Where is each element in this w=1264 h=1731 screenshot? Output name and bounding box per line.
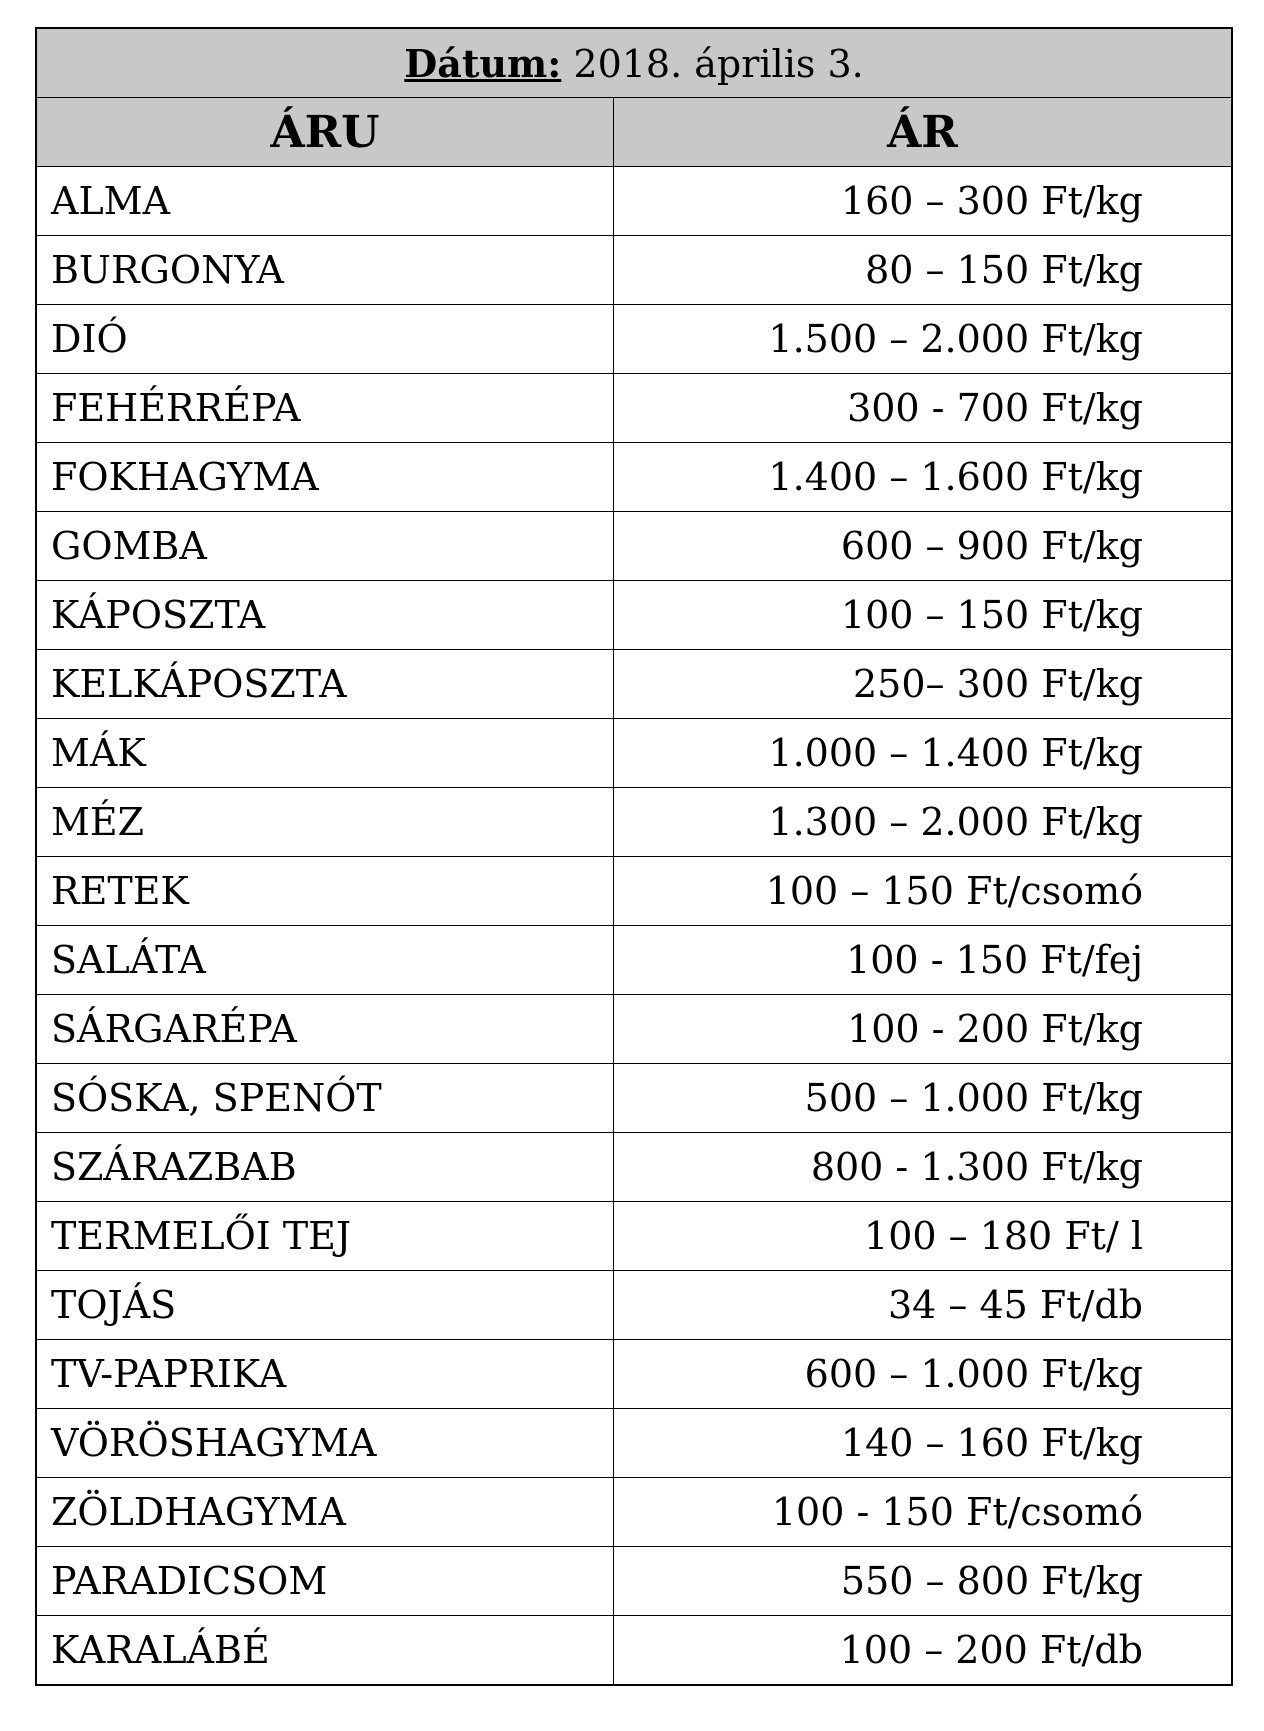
price-cell: 34 – 45 Ft/db [613, 1270, 1233, 1340]
date-cell: Dátum: 2018. április 3. [35, 27, 1233, 98]
item-cell: KARALÁBÉ [35, 1615, 614, 1686]
price-cell: 800 - 1.300 Ft/kg [613, 1132, 1233, 1202]
table-row: SÁRGARÉPA 100 - 200 Ft/kg [35, 994, 1233, 1064]
table-row: FEHÉRRÉPA 300 - 700 Ft/kg [35, 373, 1233, 443]
table-row: VÖRÖSHAGYMA 140 – 160 Ft/kg [35, 1408, 1233, 1478]
table-row: TV-PAPRIKA 600 – 1.000 Ft/kg [35, 1339, 1233, 1409]
date-row: Dátum: 2018. április 3. [35, 27, 1233, 98]
price-cell: 600 – 1.000 Ft/kg [613, 1339, 1233, 1409]
item-cell: FOKHAGYMA [35, 442, 614, 512]
item-cell: BURGONYA [35, 235, 614, 305]
item-cell: MÉZ [35, 787, 614, 857]
item-cell: DIÓ [35, 304, 614, 374]
table-row: SÓSKA, SPENÓT 500 – 1.000 Ft/kg [35, 1063, 1233, 1133]
price-cell: 500 – 1.000 Ft/kg [613, 1063, 1233, 1133]
item-cell: SÓSKA, SPENÓT [35, 1063, 614, 1133]
item-cell: ALMA [35, 166, 614, 236]
table-row: SALÁTA 100 - 150 Ft/fej [35, 925, 1233, 995]
price-cell: 160 – 300 Ft/kg [613, 166, 1233, 236]
table-row: GOMBA 600 – 900 Ft/kg [35, 511, 1233, 581]
item-cell: TERMELŐI TEJ [35, 1201, 614, 1271]
item-cell: FEHÉRRÉPA [35, 373, 614, 443]
table-row: KARALÁBÉ 100 – 200 Ft/db [35, 1615, 1233, 1686]
price-cell: 600 – 900 Ft/kg [613, 511, 1233, 581]
price-cell: 1.400 – 1.600 Ft/kg [613, 442, 1233, 512]
table-row: BURGONYA 80 – 150 Ft/kg [35, 235, 1233, 305]
price-cell: 250– 300 Ft/kg [613, 649, 1233, 719]
price-cell: 80 – 150 Ft/kg [613, 235, 1233, 305]
item-cell: PARADICSOM [35, 1546, 614, 1616]
table-row: RETEK 100 – 150 Ft/csomó [35, 856, 1233, 926]
item-cell: TOJÁS [35, 1270, 614, 1340]
table-row: FOKHAGYMA 1.400 – 1.600 Ft/kg [35, 442, 1233, 512]
price-cell: 100 - 150 Ft/fej [613, 925, 1233, 995]
price-cell: 100 – 150 Ft/kg [613, 580, 1233, 650]
table-row: DIÓ 1.500 – 2.000 Ft/kg [35, 304, 1233, 374]
item-cell: SZÁRAZBAB [35, 1132, 614, 1202]
table-row: MÉZ 1.300 – 2.000 Ft/kg [35, 787, 1233, 857]
item-cell: MÁK [35, 718, 614, 788]
item-cell: TV-PAPRIKA [35, 1339, 614, 1409]
price-cell: 100 – 200 Ft/db [613, 1615, 1233, 1686]
table-row: TOJÁS 34 – 45 Ft/db [35, 1270, 1233, 1340]
price-cell: 100 – 150 Ft/csomó [613, 856, 1233, 926]
item-cell: KELKÁPOSZTA [35, 649, 614, 719]
date-value: 2018. április 3. [573, 41, 864, 86]
header-row: ÁRU ÁR [35, 97, 1233, 167]
table-row: ALMA 160 – 300 Ft/kg [35, 166, 1233, 236]
item-cell: SÁRGARÉPA [35, 994, 614, 1064]
price-cell: 300 - 700 Ft/kg [613, 373, 1233, 443]
table-row: ZÖLDHAGYMA 100 - 150 Ft/csomó [35, 1477, 1233, 1547]
header-item: ÁRU [35, 97, 614, 167]
item-cell: RETEK [35, 856, 614, 926]
header-price: ÁR [613, 97, 1233, 167]
item-cell: VÖRÖSHAGYMA [35, 1408, 614, 1478]
table-row: TERMELŐI TEJ 100 – 180 Ft/ l [35, 1201, 1233, 1271]
table-row: SZÁRAZBAB 800 - 1.300 Ft/kg [35, 1132, 1233, 1202]
table-row: PARADICSOM 550 – 800 Ft/kg [35, 1546, 1233, 1616]
price-cell: 550 – 800 Ft/kg [613, 1546, 1233, 1616]
price-cell: 100 – 180 Ft/ l [613, 1201, 1233, 1271]
price-cell: 100 - 150 Ft/csomó [613, 1477, 1233, 1547]
date-label: Dátum: [404, 40, 562, 86]
table-row: KÁPOSZTA 100 – 150 Ft/kg [35, 580, 1233, 650]
price-cell: 1.500 – 2.000 Ft/kg [613, 304, 1233, 374]
price-cell: 1.000 – 1.400 Ft/kg [613, 718, 1233, 788]
item-cell: ZÖLDHAGYMA [35, 1477, 614, 1547]
table-row: MÁK 1.000 – 1.400 Ft/kg [35, 718, 1233, 788]
item-cell: GOMBA [35, 511, 614, 581]
table-row: KELKÁPOSZTA 250– 300 Ft/kg [35, 649, 1233, 719]
price-cell: 1.300 – 2.000 Ft/kg [613, 787, 1233, 857]
item-cell: KÁPOSZTA [35, 580, 614, 650]
price-table: Dátum: 2018. április 3. ÁRU ÁR ALMA 160 –… [35, 27, 1233, 1686]
price-cell: 100 - 200 Ft/kg [613, 994, 1233, 1064]
price-cell: 140 – 160 Ft/kg [613, 1408, 1233, 1478]
item-cell: SALÁTA [35, 925, 614, 995]
